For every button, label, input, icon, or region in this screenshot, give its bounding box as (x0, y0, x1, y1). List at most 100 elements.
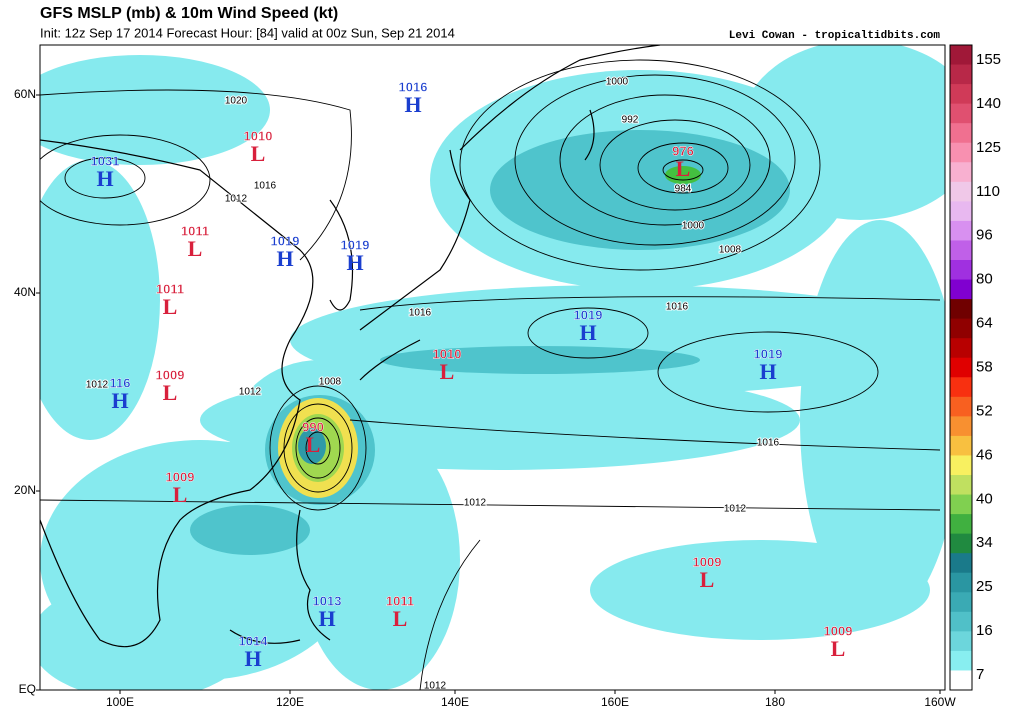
lat-label: 40N (14, 285, 36, 299)
isobar-label: 1012 (464, 498, 487, 509)
lat-label: EQ (19, 682, 36, 696)
isobar-label: 1012 (724, 504, 747, 515)
colorbar-label: 64 (976, 315, 993, 332)
pressure-value: 1016 (399, 79, 428, 94)
colorbar-label: 96 (976, 227, 993, 244)
pressure-value: 1011 (386, 593, 414, 608)
pressure-symbol: L (440, 359, 455, 384)
colorbar-label: 140 (976, 95, 1001, 112)
isobar-label: 1016 (409, 308, 432, 319)
colorbar-swatch (950, 220, 972, 241)
colorbar-swatch (950, 494, 972, 515)
pressure-symbol: L (251, 141, 266, 166)
pressure-symbol: L (163, 380, 178, 405)
isobar-label: 1000 (606, 77, 629, 88)
pressure-symbol: L (676, 156, 691, 181)
isobar-label: 1008 (719, 245, 742, 256)
colorbar-label: 34 (976, 534, 993, 551)
pressure-value: 116 (110, 375, 131, 390)
pressure-value: 976 (672, 143, 694, 158)
colorbar-swatch (950, 475, 972, 496)
pressure-symbol: H (96, 166, 113, 191)
colorbar-swatch (950, 318, 972, 339)
pressure-symbol: H (244, 646, 261, 671)
pressure-value: 1009 (824, 623, 853, 638)
pressure-symbol: L (306, 432, 321, 457)
isobar-label: 984 (675, 184, 692, 195)
pressure-symbol: L (831, 636, 846, 661)
isobar-label: 1012 (86, 380, 109, 391)
colorbar-swatch (950, 592, 972, 613)
colorbar-label: 125 (976, 139, 1001, 156)
pressure-value: 1009 (166, 469, 195, 484)
colorbar-swatch (950, 201, 972, 222)
pressure-symbol: L (188, 236, 203, 261)
pressure-value: 1009 (693, 554, 722, 569)
pressure-symbol: H (111, 388, 128, 413)
colorbar-label: 155 (976, 51, 1001, 68)
pressure-value: 1013 (313, 593, 342, 608)
colorbar-swatch (950, 45, 972, 66)
map-frame (39, 44, 946, 691)
pressure-symbol: H (579, 320, 596, 345)
colorbar-swatch (950, 416, 972, 437)
pressure-symbol: H (759, 359, 776, 384)
isobar-label: 1016 (666, 302, 689, 313)
isobar-label: 1008 (319, 377, 342, 388)
colorbar-frame (949, 44, 973, 691)
colorbar-swatch (950, 553, 972, 574)
pressure-symbol: H (404, 92, 421, 117)
pressure-symbol: L (393, 606, 408, 631)
colorbar-swatch (950, 240, 972, 261)
lat-label: 60N (14, 87, 36, 101)
colorbar-swatch (950, 338, 972, 359)
isobar-label: 1016 (757, 438, 780, 449)
colorbar-swatch (950, 533, 972, 554)
colorbar-swatch (950, 103, 972, 124)
colorbar-swatch (950, 572, 972, 593)
colorbar-label: 25 (976, 578, 993, 595)
isobar-label: 1016 (254, 181, 277, 192)
lon-label: 140E (441, 695, 469, 709)
pressure-value: 1014 (239, 633, 269, 648)
lon-label: 160W (924, 695, 956, 709)
colorbar-swatch (950, 162, 972, 183)
isobar-label: 1012 (424, 681, 447, 692)
colorbar-swatch (950, 514, 972, 535)
colorbar-swatch (950, 84, 972, 105)
colorbar-swatch (950, 670, 972, 691)
pressure-symbol: L (173, 482, 188, 507)
credit: Levi Cowan - tropicaltidbits.com (729, 30, 941, 42)
pressure-symbol: H (346, 250, 363, 275)
pressure-value: 1019 (271, 233, 300, 248)
typhoon-core (278, 166, 701, 498)
colorbar: 155 140 125 110 96 80 64 58 52 46 40 34 25 16 7 (949, 44, 1001, 691)
isobar-label: 1000 (682, 221, 705, 232)
colorbar-label: 16 (976, 622, 993, 639)
colorbar-swatch (950, 631, 972, 652)
colorbar-swatch (950, 123, 972, 144)
pressure-value: 1011 (181, 223, 209, 238)
colorbar-swatch (950, 142, 972, 163)
pressure-value: 1031 (91, 153, 120, 168)
pressure-value: 1009 (156, 367, 185, 382)
pressure-symbol: H (276, 246, 293, 271)
pressure-value: 1010 (244, 128, 273, 143)
pressure-value: 1019 (341, 237, 370, 252)
colorbar-label: 7 (976, 666, 984, 683)
isobar-label: 1012 (225, 194, 248, 205)
subtitle: Init: 12z Sep 17 2014 Forecast Hour: [84… (40, 25, 455, 40)
lat-label: 20N (14, 483, 36, 497)
title: GFS MSLP (mb) & 10m Wind Speed (kt) (40, 5, 338, 22)
colorbar-swatch (950, 279, 972, 300)
map-area (40, 45, 945, 690)
colorbar-swatch (950, 611, 972, 632)
colorbar-swatch (950, 435, 972, 456)
pressure-symbol: L (163, 294, 178, 319)
pressure-symbol: L (700, 567, 715, 592)
colorbar-swatch (950, 260, 972, 281)
pressure-value: 1011 (156, 281, 184, 296)
colorbar-label: 52 (976, 402, 993, 419)
colorbar-label: 46 (976, 446, 993, 463)
